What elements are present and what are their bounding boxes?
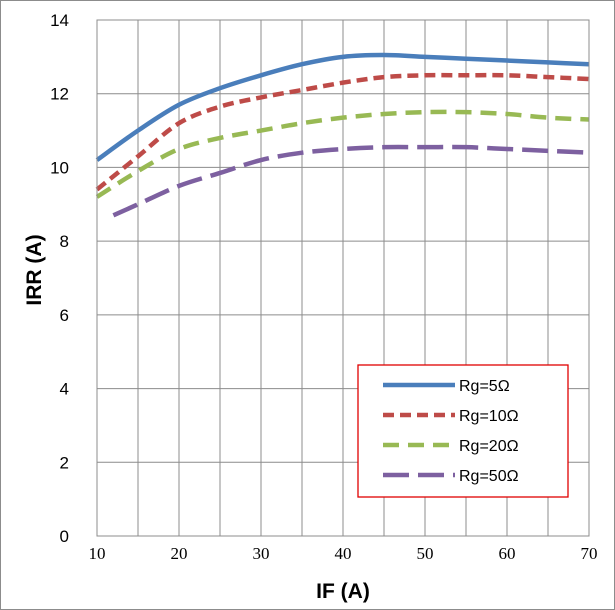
legend: Rg=5Ω Rg=10Ω Rg=20Ω Rg=50Ω: [357, 364, 569, 498]
y-tick-label: 10: [50, 158, 69, 177]
legend-label: Rg=20Ω: [459, 438, 519, 455]
legend-label: Rg=50Ω: [459, 468, 519, 485]
y-tick-label: 14: [50, 11, 69, 30]
series-line-2: [95, 72, 590, 192]
series-line-4: [112, 144, 590, 218]
x-tick-label: 60: [499, 544, 516, 563]
y-tick-label: 0: [60, 527, 69, 546]
x-tick-label: 10: [89, 544, 106, 563]
y-axis-title: IRR (A): [23, 234, 46, 305]
y-tick-label: 4: [60, 380, 69, 399]
x-tick-label: 40: [335, 544, 352, 563]
y-tick-label: 8: [60, 232, 69, 251]
x-tick-label: 20: [171, 544, 188, 563]
series-line-1: [95, 52, 590, 162]
x-tick-label: 50: [417, 544, 434, 563]
y-tick-label: 2: [60, 453, 69, 472]
y-tick-label: 12: [50, 85, 69, 104]
legend-label: Rg=5Ω: [459, 378, 510, 395]
series-lines: [95, 52, 590, 218]
legend-label: Rg=10Ω: [459, 408, 519, 425]
x-tick-label: 30: [253, 544, 270, 563]
y-tick-label: 6: [60, 306, 69, 325]
x-tick-label: 70: [581, 544, 598, 563]
x-axis-title: IF (A): [316, 580, 370, 603]
series-line-3: [95, 109, 590, 199]
plot-area-border: [96, 19, 590, 537]
tick-labels: 0 2 4 6 8 10 12 14 10 20 30 40 50 60 70: [50, 11, 597, 563]
